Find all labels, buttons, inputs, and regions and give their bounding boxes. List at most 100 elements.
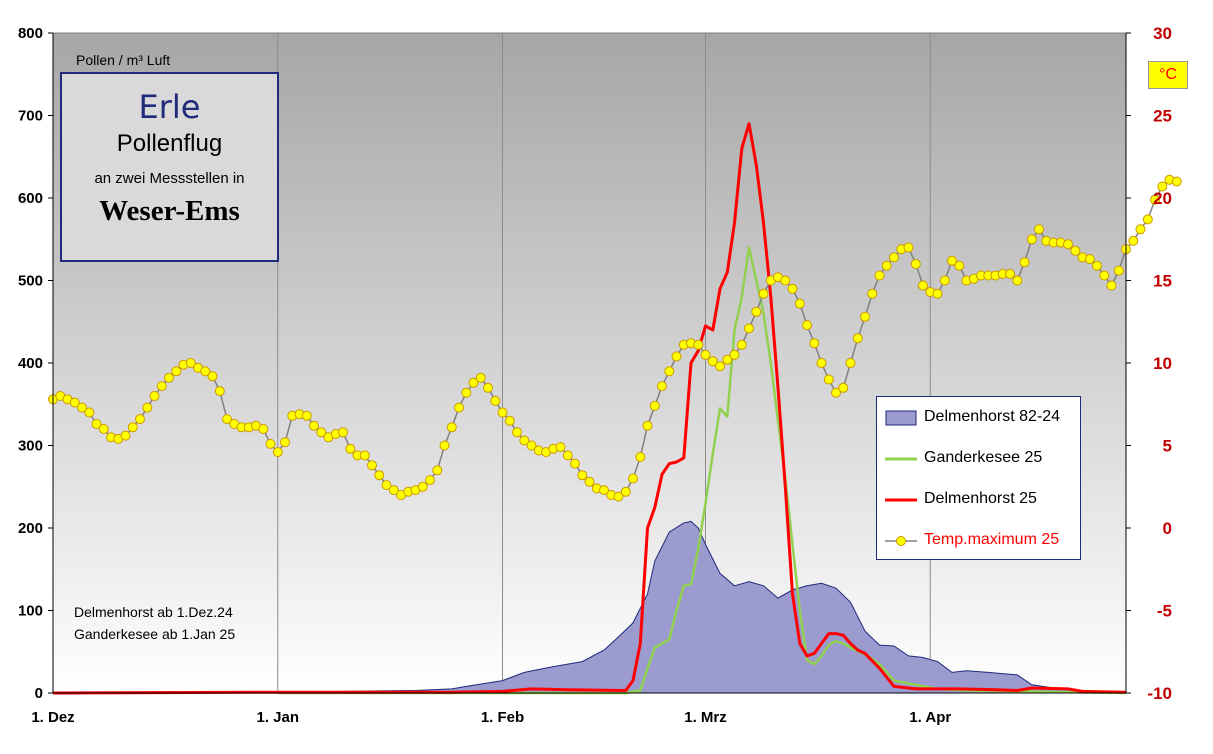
temp-marker [577, 470, 588, 481]
temp-marker [156, 381, 167, 392]
temp-marker [671, 351, 682, 362]
line-series-ganderkesee-25 [277, 246, 1127, 695]
y-tick-label-right: 30 [1153, 24, 1172, 43]
temp-marker [200, 366, 211, 377]
legend-item-delmenhorst-82-24: Delmenhorst 82-24 [877, 403, 1082, 433]
legend-label: Delmenhorst 82-24 [924, 408, 1061, 425]
temp-marker [301, 410, 312, 421]
line-series-layer [52, 122, 1127, 695]
temp-marker [1113, 265, 1124, 276]
temp-marker [802, 320, 812, 331]
temp-marker [736, 339, 747, 350]
temp-marker [1142, 214, 1153, 225]
temp-marker [222, 414, 232, 425]
y-tick-label-right: -10 [1147, 684, 1172, 703]
y-axis-unit-label: Pollen / m³ Luft [76, 52, 171, 68]
temp-marker [599, 485, 609, 496]
temp-marker [845, 358, 856, 368]
temp-marker [77, 402, 87, 413]
title-box: Erle Pollenflug an zwei Messstellen in W… [60, 72, 279, 262]
temp-marker [751, 306, 762, 317]
legend-label: Delmenhorst 25 [924, 490, 1037, 507]
temp-marker [367, 460, 377, 471]
temp-marker [127, 422, 138, 433]
temp-marker [1128, 235, 1139, 246]
temp-marker [947, 255, 957, 266]
temp-marker [381, 480, 392, 491]
temp-marker [780, 275, 791, 286]
legend-label: Ganderkesee 25 [924, 449, 1043, 466]
temp-marker [497, 407, 508, 418]
temp-marker [214, 386, 225, 397]
y-tick-label-right: 5 [1163, 437, 1172, 456]
temp-marker [1157, 181, 1168, 192]
temp-marker [910, 259, 921, 269]
temp-marker [171, 366, 182, 377]
legend-item-ganderkesee-25: Ganderkesee 25 [877, 444, 1082, 474]
temp-marker [388, 485, 399, 496]
temp-marker [613, 491, 624, 502]
temp-marker [620, 486, 631, 497]
temp-marker [446, 422, 457, 433]
temp-marker [1084, 254, 1095, 265]
temp-marker [1106, 280, 1117, 291]
temp-marker [1171, 176, 1182, 187]
y-tick-label-left: 300 [18, 438, 43, 455]
x-tick-label: 1. Feb [481, 709, 524, 726]
y-tick-label-right: 10 [1153, 354, 1172, 373]
temp-marker [1005, 268, 1015, 279]
temp-marker [1150, 194, 1160, 205]
temp-marker [664, 366, 675, 377]
temp-marker [1026, 234, 1037, 245]
temp-marker [555, 442, 566, 453]
legend-label: Temp.maximum 25 [924, 531, 1060, 548]
axes: 1. Dez 1. Jan 1. Feb 1. Mrz 1. Apr0100200300… [18, 24, 1172, 726]
temperature-series-layer [48, 174, 1182, 502]
x-tick-label: 1. Apr [909, 709, 951, 726]
temp-marker [207, 371, 218, 382]
temp-marker [468, 377, 479, 388]
temp-marker [939, 275, 950, 286]
temp-marker [838, 382, 849, 393]
y-tick-label-left: 700 [18, 108, 43, 125]
temp-marker [526, 440, 537, 451]
temp-marker [258, 424, 269, 434]
temp-marker [265, 438, 276, 449]
species-title: Erle [138, 88, 201, 126]
temp-marker [584, 476, 595, 487]
temp-marker [417, 481, 428, 492]
temp-marker [91, 419, 102, 429]
temp-marker [519, 435, 530, 446]
marker-line-icon [885, 536, 917, 546]
x-tick-label: 1. Jan [256, 709, 299, 726]
temp-marker [562, 450, 573, 461]
legend-item-temp-maximum-25: Temp.maximum 25 [877, 526, 1082, 556]
temp-marker [903, 242, 914, 253]
y-tick-label-left: 200 [18, 520, 43, 537]
temp-marker [512, 427, 522, 438]
temp-marker [867, 288, 878, 299]
temp-marker [475, 372, 486, 383]
temp-marker [338, 427, 348, 438]
temp-marker [272, 447, 283, 458]
temp-marker [831, 387, 841, 398]
subtitle: Pollenflug [116, 130, 223, 157]
temp-marker [1019, 257, 1030, 268]
temp-marker [881, 260, 892, 271]
temp-marker [425, 475, 435, 486]
temp-marker [823, 374, 834, 385]
line-series-delmenhorst-25 [52, 122, 1127, 695]
temp-marker [185, 358, 196, 368]
y-tick-label-left: 0 [35, 685, 43, 702]
x-tick-label: 1. Mrz [684, 709, 727, 726]
temp-marker [932, 288, 943, 299]
temp-marker [707, 356, 718, 367]
temp-marker [490, 395, 501, 406]
y-tick-label-right: 20 [1153, 189, 1172, 208]
temp-marker [874, 270, 885, 281]
temp-marker [432, 465, 443, 476]
temp-marker [98, 424, 109, 434]
temp-marker [135, 414, 145, 425]
temp-marker [1135, 224, 1146, 235]
